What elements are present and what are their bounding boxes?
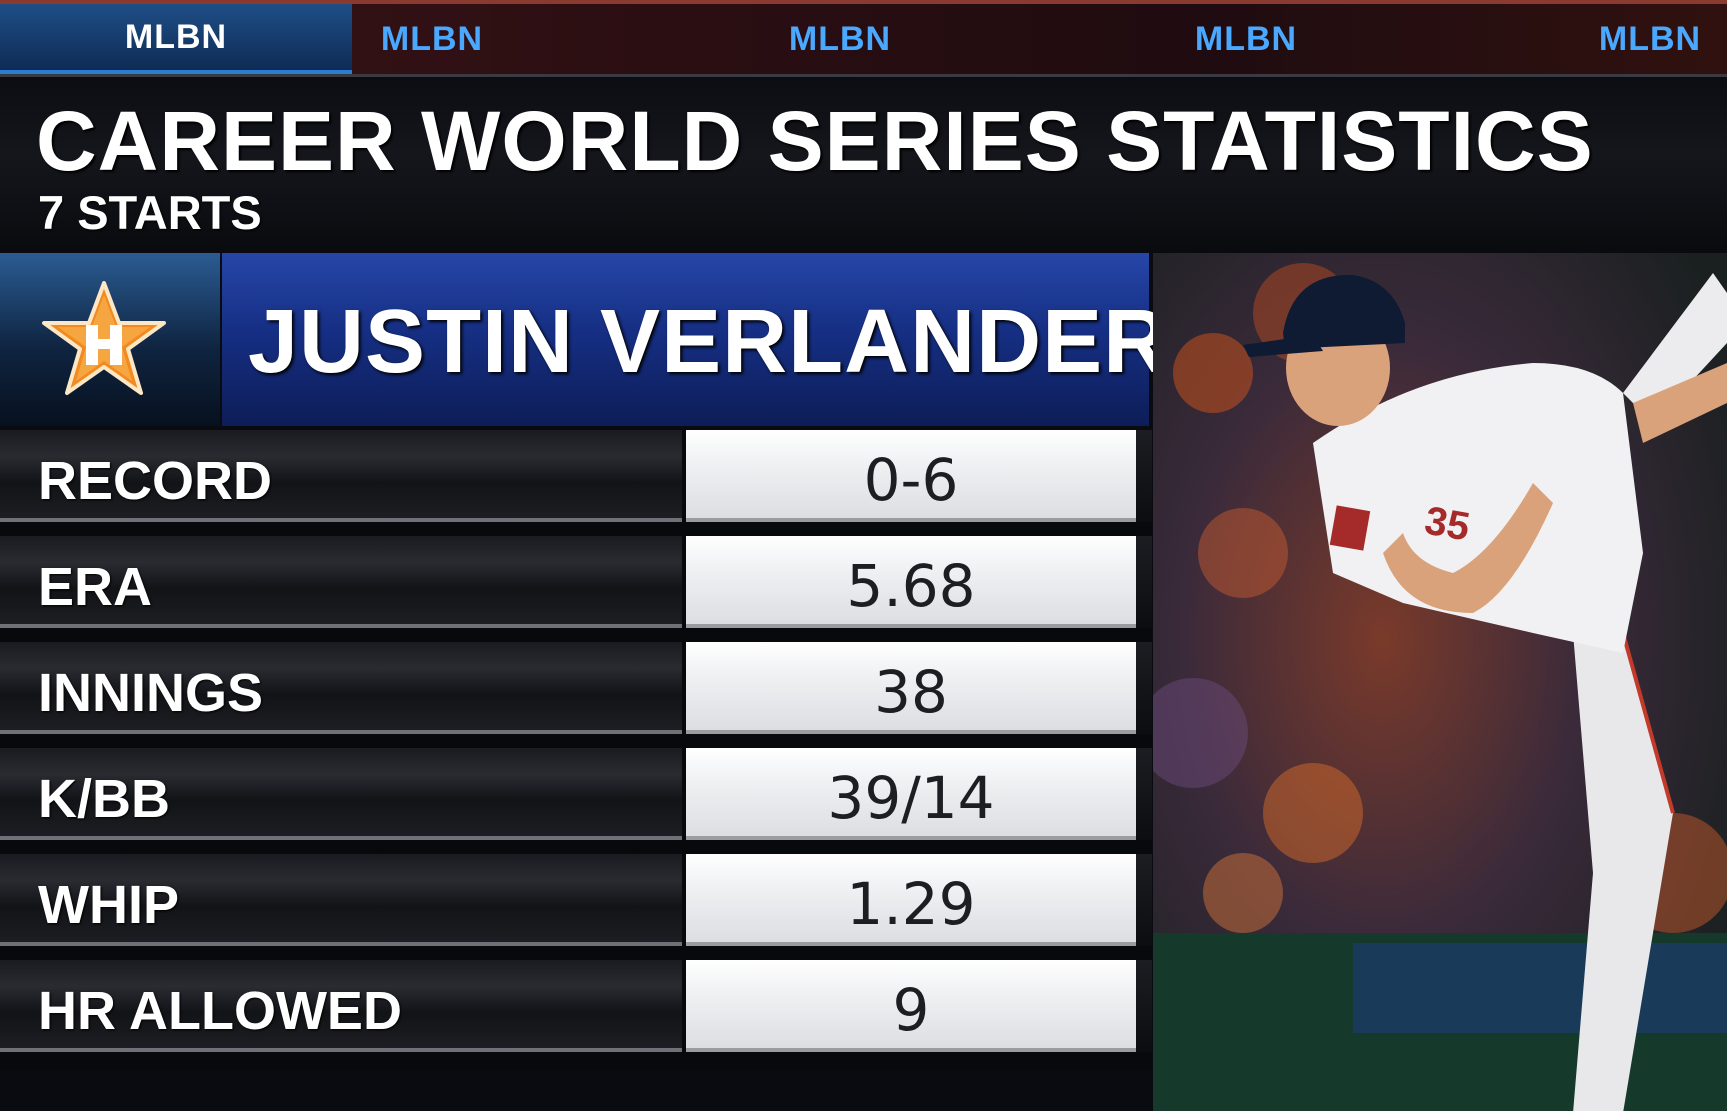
stats-table: RECORD 0-6 ERA 5.68 INNINGS 38 K/BB 39/1… bbox=[0, 430, 1152, 1070]
player-name-bar: JUSTIN VERLANDER bbox=[222, 253, 1168, 426]
stat-row-record: RECORD 0-6 bbox=[0, 430, 1152, 524]
stat-label-cell: K/BB bbox=[0, 748, 682, 840]
stat-label-cell: HR ALLOWED bbox=[0, 960, 682, 1052]
stat-value-cell: 5.68 bbox=[686, 536, 1136, 628]
stat-value-cell: 38 bbox=[686, 642, 1136, 734]
stat-value: 39/14 bbox=[827, 764, 995, 832]
stat-label-cell: INNINGS bbox=[0, 642, 682, 734]
stat-label: INNINGS bbox=[38, 663, 264, 723]
row-divider bbox=[1136, 854, 1152, 946]
stat-value: 9 bbox=[892, 976, 930, 1044]
jersey-number: 35 bbox=[1421, 499, 1472, 550]
stat-value: 38 bbox=[874, 658, 948, 726]
stat-label: WHIP bbox=[38, 875, 179, 935]
astros-star-logo-icon bbox=[42, 281, 166, 395]
stat-value: 1.29 bbox=[846, 870, 976, 938]
graphic-title: CAREER WORLD SERIES STATISTICS bbox=[36, 94, 1594, 188]
ticker-item-active: MLBN bbox=[0, 4, 352, 74]
stat-value-cell: 0-6 bbox=[686, 430, 1136, 522]
player-photo: 35 bbox=[1153, 253, 1727, 1111]
player-name: JUSTIN VERLANDER bbox=[248, 292, 1170, 392]
stat-value: 5.68 bbox=[846, 552, 976, 620]
row-divider bbox=[1136, 536, 1152, 628]
stat-label-cell: RECORD bbox=[0, 430, 682, 522]
stat-label-cell: WHIP bbox=[0, 854, 682, 946]
stat-label: HR ALLOWED bbox=[38, 981, 402, 1041]
stat-value-cell: 1.29 bbox=[686, 854, 1136, 946]
stat-value-cell: 9 bbox=[686, 960, 1136, 1052]
stat-label: ERA bbox=[38, 557, 153, 617]
stat-row-hr-allowed: HR ALLOWED 9 bbox=[0, 960, 1152, 1054]
row-divider bbox=[1136, 642, 1152, 734]
stat-label: K/BB bbox=[38, 769, 170, 829]
pitcher-illustration: 35 bbox=[1153, 253, 1727, 1111]
stat-value-cell: 39/14 bbox=[686, 748, 1136, 840]
ticker-item: MLBN bbox=[788, 19, 892, 58]
ticker-item: MLBN bbox=[1194, 19, 1298, 58]
stat-label: RECORD bbox=[38, 451, 273, 511]
stat-label-cell: ERA bbox=[0, 536, 682, 628]
row-divider bbox=[1136, 748, 1152, 840]
row-divider bbox=[1136, 430, 1152, 522]
graphic-header: CAREER WORLD SERIES STATISTICS 7 STARTS bbox=[0, 74, 1727, 249]
stat-row-era: ERA 5.68 bbox=[0, 536, 1152, 630]
stat-row-innings: INNINGS 38 bbox=[0, 642, 1152, 736]
ticker-item: MLBN bbox=[380, 19, 484, 58]
graphic-subtitle: 7 STARTS bbox=[38, 186, 262, 239]
ticker-item: MLBN bbox=[1598, 19, 1702, 58]
stat-row-k-bb: K/BB 39/14 bbox=[0, 748, 1152, 842]
stat-value: 0-6 bbox=[863, 446, 959, 514]
stat-row-whip: WHIP 1.29 bbox=[0, 854, 1152, 948]
row-divider bbox=[1136, 960, 1152, 1052]
network-ticker: MLBN MLBN MLBN MLBN MLBN bbox=[0, 0, 1727, 74]
team-logo-box bbox=[0, 253, 220, 426]
